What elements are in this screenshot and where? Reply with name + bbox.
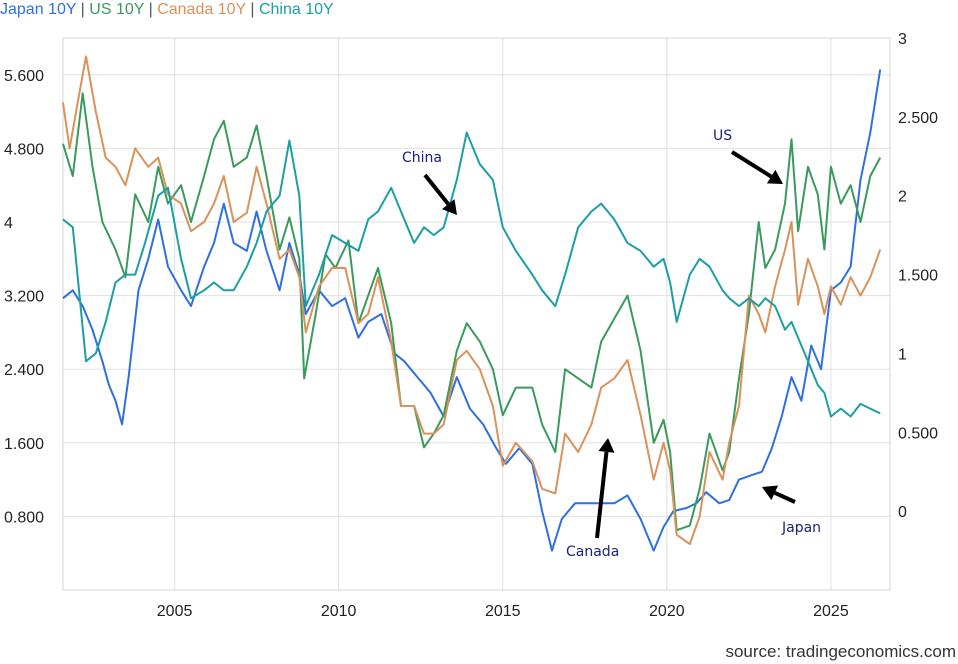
annotation-arrowhead-canada: [598, 438, 615, 453]
source-note: source: tradingeconomics.com: [725, 642, 956, 661]
annotation-label-china: China: [402, 150, 442, 166]
series-line-japan: [62, 69, 882, 552]
x-tick-label: 2005: [157, 603, 193, 620]
y-left-tick-label: 1.600: [4, 436, 44, 453]
x-tick-label: 2010: [321, 603, 357, 620]
annotation-arrowhead-japan: [762, 485, 779, 501]
series-line-china: [62, 131, 881, 418]
y-left-tick-label: 4: [4, 215, 13, 232]
grid: [62, 37, 891, 591]
annotations: China US Canada Japan: [402, 128, 821, 560]
y-right-tick-label: 0.500: [898, 425, 938, 442]
annotation-arrow-canada: [595, 451, 609, 539]
legend: Japan 10Y | US 10Y | Canada 10Y | China …: [0, 0, 334, 20]
legend-separator: |: [148, 1, 153, 18]
annotation-arrowhead-china: [442, 199, 457, 215]
y-left-tick-label: 2.400: [4, 362, 44, 379]
series-lines: [62, 55, 882, 552]
legend-separator: |: [250, 1, 255, 18]
y-left-tick-label: 4.800: [4, 141, 44, 158]
y-right-tick-label: 1.500: [898, 268, 938, 285]
plot-frame: [62, 37, 891, 591]
x-tick-label: 2025: [813, 603, 849, 620]
y-right-tick-label: 3: [898, 31, 907, 48]
y-left-tick-label: 3.200: [4, 289, 44, 306]
annotation-label-us: US: [713, 128, 732, 144]
annotation-arrowhead-us: [766, 169, 783, 184]
legend-separator: |: [80, 1, 85, 18]
legend-japan[interactable]: Japan 10Y: [0, 1, 77, 18]
legend-canada[interactable]: Canada 10Y: [157, 1, 246, 18]
annotation-label-canada: Canada: [566, 544, 619, 560]
x-tick-label: 2015: [485, 603, 521, 620]
annotation-arrow-japan: [773, 490, 796, 504]
y-right-tick-label: 0: [898, 504, 907, 521]
axes: 2005 2010 2015 2020 2025 0.800 1.600 2.400 3.200…: [4, 31, 938, 620]
legend-china[interactable]: China 10Y: [258, 1, 334, 18]
annotation-label-japan: Japan: [781, 520, 821, 536]
y-right-tick-label: 2.500: [898, 110, 938, 127]
annotation-arrow-us: [730, 150, 773, 179]
y-left-tick-label: 5.600: [4, 68, 44, 85]
series-line-us: [62, 92, 882, 532]
y-left-tick-label: 0.800: [4, 509, 44, 526]
series-line-canada: [62, 55, 882, 545]
y-right-tick-label: 1: [898, 346, 907, 363]
legend-us[interactable]: US 10Y: [89, 1, 145, 18]
y-right-tick-label: 2: [898, 189, 907, 206]
x-tick-label: 2020: [649, 603, 685, 620]
annotation-arrow-china: [423, 173, 450, 206]
